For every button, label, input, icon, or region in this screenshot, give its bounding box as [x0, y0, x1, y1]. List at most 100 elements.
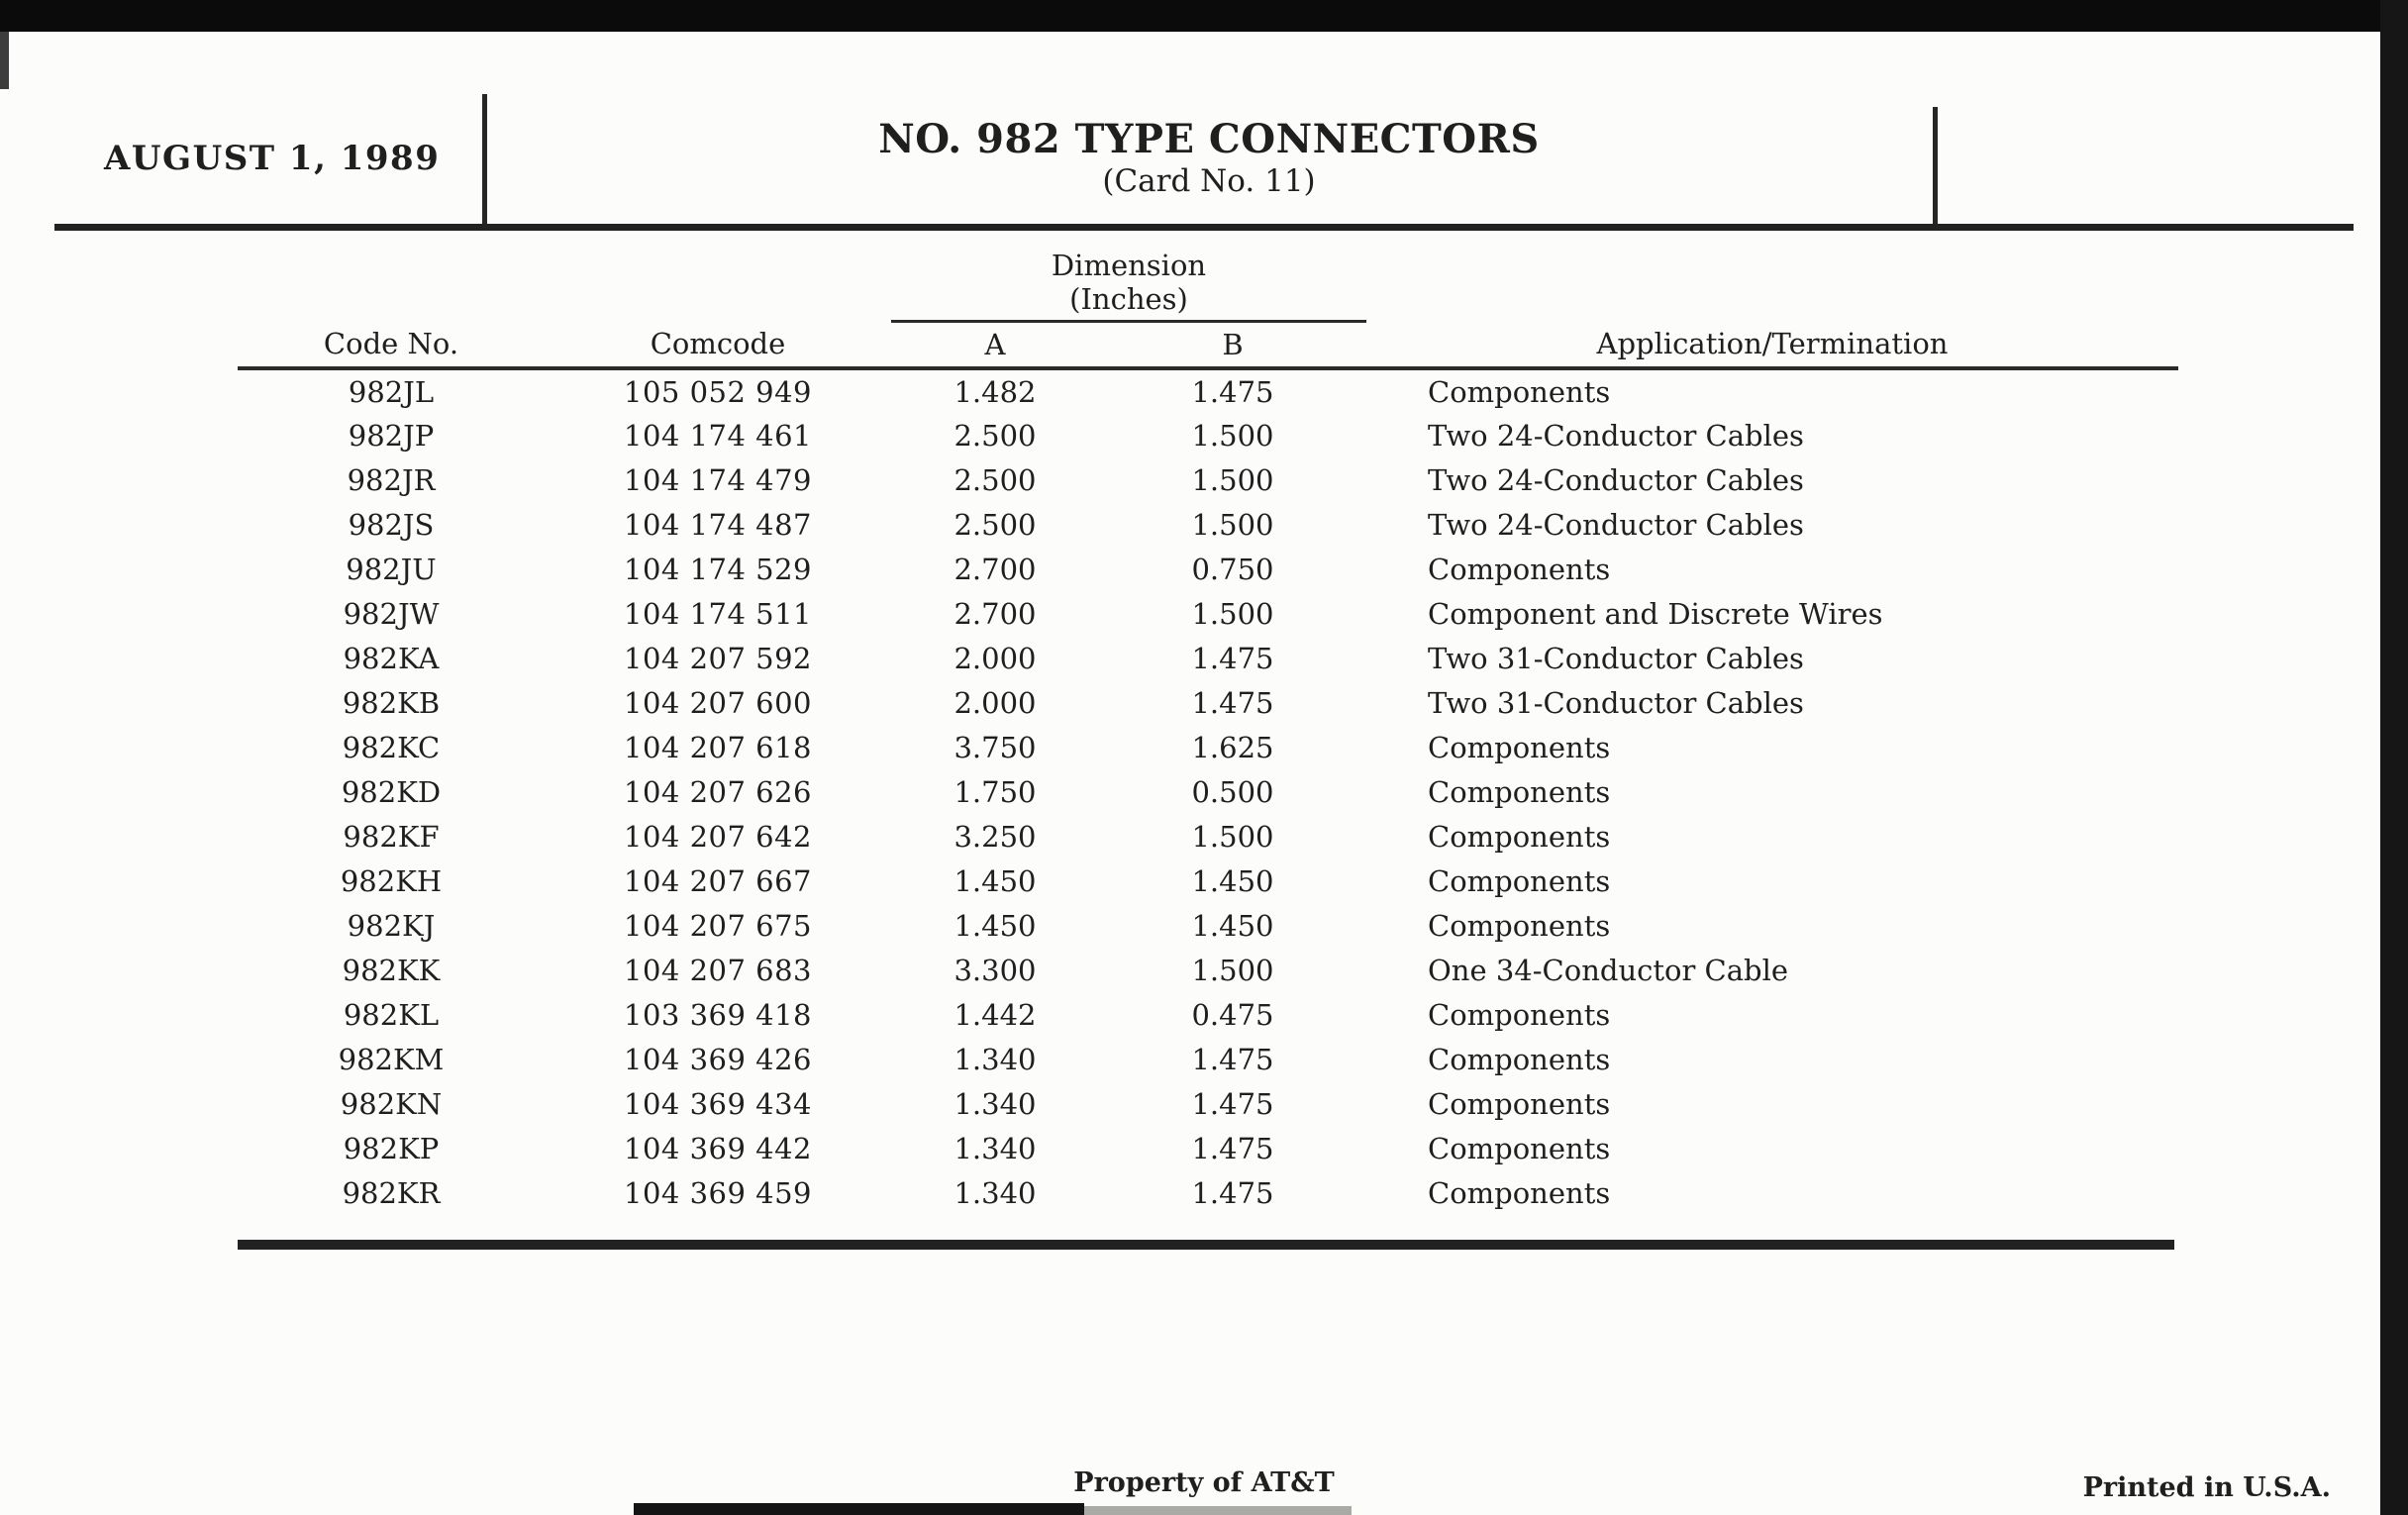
- cell-code: 982KM: [338, 1042, 445, 1076]
- table-body: 982JL 105 052 949 1.482 1.475 Components…: [238, 368, 2178, 1215]
- cell-dim-b: 1.450: [1191, 863, 1274, 898]
- cell-comcode: 104 207 618: [624, 730, 812, 764]
- cell-dim-a: 2.500: [953, 507, 1037, 542]
- cell-application: Components: [1428, 908, 1611, 943]
- cell-application: Two 31-Conductor Cables: [1428, 685, 1804, 720]
- cell-dim-b: 1.625: [1191, 730, 1274, 764]
- issue-date: AUGUST 1, 1989: [104, 139, 441, 178]
- cell-application: Two 24-Conductor Cables: [1428, 462, 1804, 497]
- cell-code: 982JL: [348, 374, 435, 409]
- cell-comcode: 104 207 683: [624, 953, 812, 987]
- table-row: 982KL 103 369 418 1.442 0.475 Components: [238, 992, 2178, 1037]
- cell-dim-a: 1.482: [953, 374, 1037, 409]
- cell-code: 982KC: [342, 730, 441, 764]
- cell-comcode: 104 174 511: [624, 596, 812, 631]
- spacer-cell: [238, 238, 545, 321]
- cell-code: 982KA: [343, 641, 440, 675]
- table-row: 982KA 104 207 592 2.000 1.475 Two 31-Con…: [238, 636, 2178, 680]
- cell-code: 982JP: [348, 418, 435, 453]
- footer-property-notice: Property of AT&T: [1073, 1467, 1335, 1498]
- cell-comcode: 104 369 426: [624, 1042, 812, 1076]
- table-row: 982KH 104 207 667 1.450 1.450 Components: [238, 858, 2178, 903]
- table-row: 982JP 104 174 461 2.500 1.500 Two 24-Con…: [238, 413, 2178, 457]
- cell-dim-a: 3.250: [953, 819, 1037, 854]
- cell-code: 982JW: [343, 596, 440, 631]
- dimension-group-header: Dimension (Inches): [891, 238, 1367, 323]
- table-head: Dimension (Inches) Code No. Comcode A B …: [238, 238, 2179, 370]
- cell-code: 982JU: [346, 552, 437, 586]
- header-divider-left: [482, 94, 487, 230]
- table-row: 982KR 104 369 459 1.340 1.475 Components: [238, 1170, 2178, 1215]
- cell-application: Two 24-Conductor Cables: [1428, 507, 1804, 542]
- table-row: 982KC 104 207 618 3.750 1.625 Components: [238, 725, 2178, 769]
- cell-comcode: 104 369 442: [624, 1131, 812, 1165]
- cell-code: 982KB: [342, 685, 441, 720]
- cell-comcode: 104 207 667: [624, 863, 812, 898]
- dimension-label: Dimension: [1051, 248, 1207, 282]
- cell-dim-a: 3.300: [953, 953, 1037, 987]
- title-block: NO. 982 TYPE CONNECTORS (Card No. 11): [485, 117, 1933, 200]
- cell-dim-b: 1.475: [1191, 685, 1274, 720]
- cell-dim-b: 1.500: [1191, 596, 1274, 631]
- cell-dim-a: 1.442: [953, 997, 1037, 1032]
- cell-dim-a: 2.500: [953, 418, 1037, 453]
- cell-application: Components: [1428, 552, 1611, 586]
- cell-dim-a: 2.700: [953, 596, 1037, 631]
- header-rule: [54, 224, 2354, 231]
- cell-dim-b: 1.500: [1191, 819, 1274, 854]
- cell-dim-b: 1.500: [1191, 418, 1274, 453]
- cell-dim-a: 2.500: [953, 462, 1037, 497]
- cell-comcode: 104 207 592: [624, 641, 812, 675]
- cell-dim-a: 1.340: [953, 1086, 1037, 1121]
- cell-application: Components: [1428, 819, 1611, 854]
- cell-application: Component and Discrete Wires: [1428, 596, 1883, 631]
- scan-top-bar: [0, 0, 2408, 32]
- column-header-application: Application/Termination: [1366, 321, 2179, 370]
- column-header-dim-a: A: [891, 321, 1099, 370]
- table-row: 982KD 104 207 626 1.750 0.500 Components: [238, 769, 2178, 814]
- page-title: NO. 982 TYPE CONNECTORS: [878, 116, 1540, 162]
- table-row: 982KJ 104 207 675 1.450 1.450 Components: [238, 903, 2178, 948]
- column-header-code: Code No.: [238, 321, 545, 370]
- cell-code: 982KK: [342, 953, 441, 987]
- table-row: 982JS 104 174 487 2.500 1.500 Two 24-Con…: [238, 502, 2178, 547]
- table-row: 982KN 104 369 434 1.340 1.475 Components: [238, 1081, 2178, 1126]
- cell-dim-b: 1.475: [1191, 1086, 1274, 1121]
- cell-dim-a: 1.750: [953, 774, 1037, 809]
- cell-dim-b: 1.500: [1191, 953, 1274, 987]
- table-row: 982KK 104 207 683 3.300 1.500 One 34-Con…: [238, 948, 2178, 992]
- cell-dim-a: 1.450: [953, 863, 1037, 898]
- cell-comcode: 104 207 626: [624, 774, 812, 809]
- cell-comcode: 104 174 487: [624, 507, 812, 542]
- scan-left-edge: [0, 32, 9, 89]
- table-row: 982JW 104 174 511 2.700 1.500 Component …: [238, 591, 2178, 636]
- cell-comcode: 104 207 642: [624, 819, 812, 854]
- table-row: 982KP 104 369 442 1.340 1.475 Components: [238, 1126, 2178, 1170]
- cell-comcode: 104 369 459: [624, 1175, 812, 1210]
- scan-right-bar: [2380, 0, 2408, 1515]
- cell-dim-a: 1.340: [953, 1042, 1037, 1076]
- cell-code: 982KR: [342, 1175, 441, 1210]
- table-row: 982KB 104 207 600 2.000 1.475 Two 31-Con…: [238, 680, 2178, 725]
- cell-dim-a: 2.000: [953, 685, 1037, 720]
- table-row: 982JU 104 174 529 2.700 0.750 Components: [238, 547, 2178, 591]
- cell-comcode: 104 174 529: [624, 552, 812, 586]
- cell-application: Components: [1428, 1086, 1611, 1121]
- cell-comcode: 104 174 479: [624, 462, 812, 497]
- cell-comcode: 104 369 434: [624, 1086, 812, 1121]
- cell-application: Components: [1428, 1042, 1611, 1076]
- cell-dim-a: 3.750: [953, 730, 1037, 764]
- cell-dim-b: 1.450: [1191, 908, 1274, 943]
- header-divider-right: [1933, 107, 1938, 230]
- cell-dim-b: 0.500: [1191, 774, 1274, 809]
- cell-comcode: 105 052 949: [624, 374, 812, 409]
- cell-application: Components: [1428, 997, 1611, 1032]
- scan-bottom-bar: [634, 1503, 1084, 1515]
- table-row: 982JL 105 052 949 1.482 1.475 Components: [238, 368, 2178, 413]
- connectors-table: Dimension (Inches) Code No. Comcode A B …: [238, 238, 2179, 1215]
- cell-application: One 34-Conductor Cable: [1428, 953, 1789, 987]
- cell-dim-b: 1.475: [1191, 1042, 1274, 1076]
- cell-dim-b: 1.500: [1191, 507, 1274, 542]
- cell-dim-b: 1.475: [1191, 1131, 1274, 1165]
